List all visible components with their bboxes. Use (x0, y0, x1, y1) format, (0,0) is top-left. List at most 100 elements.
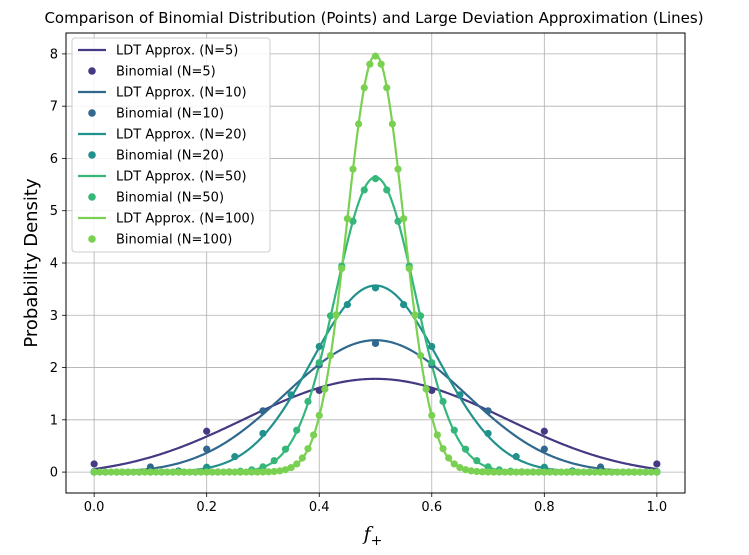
binomial-point-n100 (439, 445, 447, 453)
binomial-point-n100 (422, 385, 430, 393)
binomial-point-n100 (197, 468, 205, 476)
binomial-point-n20 (343, 301, 351, 309)
binomial-point-n100 (174, 468, 183, 476)
binomial-point-n50 (281, 445, 290, 453)
legend-point-marker (88, 193, 96, 201)
binomial-point-n100 (613, 468, 622, 476)
binomial-point-n100 (625, 468, 633, 476)
binomial-point-n100 (630, 468, 638, 476)
binomial-point-n100 (450, 460, 458, 468)
binomial-point-n5 (90, 460, 98, 468)
binomial-point-n100 (467, 467, 475, 475)
binomial-point-n100 (512, 468, 520, 476)
binomial-point-n50 (394, 217, 402, 225)
x-axis-label: f+ (362, 523, 383, 549)
binomial-point-n100 (540, 468, 548, 476)
binomial-point-n50 (371, 175, 380, 183)
binomial-point-n50 (428, 359, 436, 367)
binomial-point-n100 (366, 60, 374, 68)
binomial-point-n10 (259, 407, 267, 415)
binomial-point-n5 (540, 427, 548, 435)
binomial-point-n100 (338, 264, 346, 273)
binomial-point-n100 (163, 468, 171, 476)
binomial-point-n100 (546, 468, 554, 476)
legend-label: LDT Approx. (N=50) (116, 170, 247, 185)
binomial-point-n100 (523, 468, 532, 476)
binomial-point-n50 (473, 457, 481, 465)
ldt-line-n5 (93, 377, 658, 471)
binomial-point-n100 (473, 467, 481, 476)
legend-point-marker (88, 67, 96, 75)
binomial-point-n100 (411, 311, 419, 319)
binomial-point-n50 (270, 457, 278, 465)
binomial-point-n100 (321, 385, 329, 393)
legend-box (71, 37, 271, 253)
binomial-point-n100 (416, 351, 425, 360)
binomial-point-n100 (129, 468, 138, 476)
binomial-point-n100 (495, 468, 503, 476)
binomial-point-n100 (90, 468, 98, 476)
y-tick-label: 6 (50, 152, 58, 167)
binomial-point-n20 (484, 429, 492, 438)
binomial-point-n100 (388, 120, 396, 128)
binomial-point-n100 (191, 468, 200, 476)
legend-label: LDT Approx. (N=10) (116, 86, 247, 101)
binomial-point-n100 (400, 215, 408, 223)
binomial-point-n50 (461, 445, 470, 453)
binomial-point-n100 (208, 468, 216, 476)
binomial-point-n50 (484, 463, 492, 471)
binomial-point-n20 (371, 284, 380, 292)
binomial-point-n100 (113, 468, 121, 476)
binomial-point-n5 (203, 427, 211, 435)
x-axis-label-subscript: + (371, 533, 383, 549)
y-tick-label: 0 (50, 466, 58, 481)
binomial-point-n100 (557, 468, 565, 476)
binomial-point-n50 (326, 312, 335, 320)
binomial-point-n100 (445, 454, 453, 462)
binomial-points (90, 52, 661, 476)
binomial-point-n100 (276, 467, 284, 475)
binomial-point-n100 (242, 468, 250, 476)
binomial-point-n100 (506, 468, 515, 476)
axis-ticks: 0.0 0.2 0.4 0.6 0.8 1.0 0 1 2 3 4 5 6 7 8 (50, 47, 667, 515)
binomial-point-n5 (315, 386, 323, 395)
binomial-point-n100 (225, 468, 233, 476)
binomial-point-n20 (259, 429, 267, 438)
legend-label: LDT Approx. (N=5) (116, 44, 238, 59)
x-tick-label: 0.8 (534, 500, 555, 515)
binomial-point-n100 (158, 468, 166, 476)
legend-point-marker (88, 109, 96, 117)
binomial-point-n50 (259, 463, 267, 471)
binomial-point-n100 (484, 468, 492, 476)
binomial-point-n100 (332, 311, 340, 319)
binomial-point-n20 (231, 453, 239, 461)
binomial-point-n100 (456, 463, 464, 472)
binomial-point-n100 (580, 468, 588, 476)
binomial-point-n100 (377, 60, 385, 68)
binomial-point-n100 (619, 468, 627, 476)
binomial-point-n100 (118, 468, 126, 476)
binomial-point-n100 (591, 468, 599, 476)
binomial-point-n100 (304, 445, 312, 453)
binomial-point-n20 (287, 391, 295, 399)
legend-label: Binomial (N=20) (116, 149, 224, 164)
binomial-point-n100 (383, 84, 391, 92)
binomial-point-n100 (653, 468, 661, 476)
binomial-point-n100 (236, 468, 245, 476)
binomial-point-n100 (574, 468, 582, 476)
y-tick-label: 5 (50, 204, 58, 219)
binomial-point-n100 (360, 84, 368, 92)
binomial-point-n100 (371, 52, 380, 60)
binomial-point-n100 (405, 264, 413, 273)
binomial-point-n100 (433, 431, 441, 439)
binomial-point-n50 (416, 312, 425, 320)
binomial-point-n100 (563, 468, 571, 476)
binomial-point-n20 (456, 391, 464, 399)
binomial-point-n5 (428, 386, 436, 395)
binomial-point-n100 (428, 411, 436, 420)
binomial-point-n100 (281, 466, 290, 474)
legend: LDT Approx. (N=5) Binomial (N=5) LDT Appro… (71, 37, 271, 253)
binomial-point-n100 (642, 468, 650, 476)
binomial-point-n100 (326, 351, 335, 360)
